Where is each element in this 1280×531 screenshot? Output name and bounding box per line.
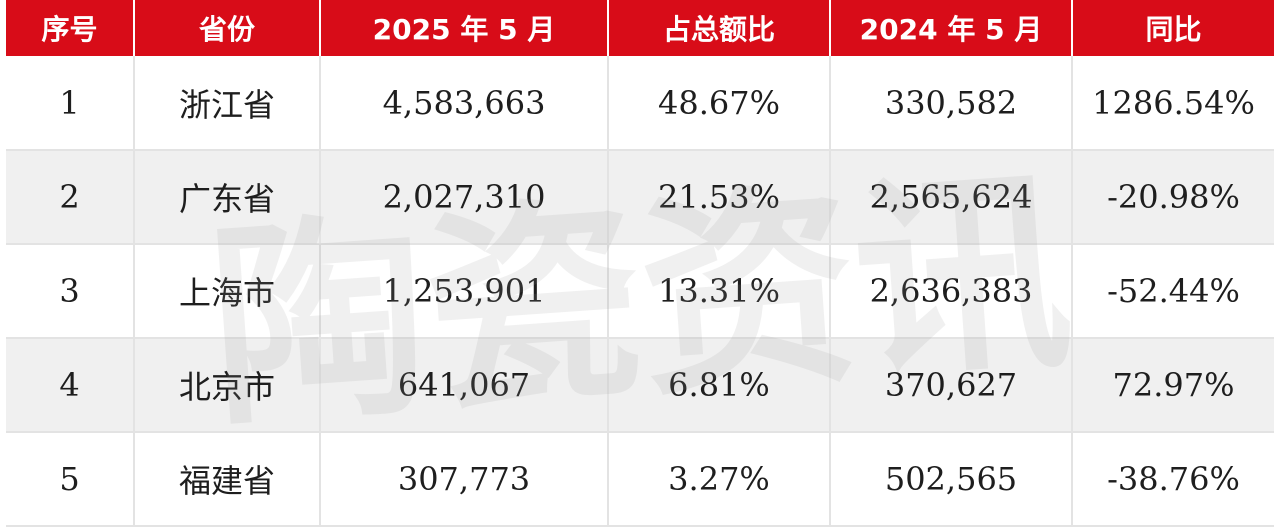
- cell-province: 上海市: [133, 244, 320, 339]
- cell-yoy: -38.76%: [1071, 432, 1274, 527]
- cell-rank: 3: [6, 244, 134, 339]
- cell-yoy: 1286.54%: [1071, 56, 1274, 151]
- cell-value-2024: 370,627: [829, 338, 1072, 433]
- cell-value-2025: 1,253,901: [319, 244, 608, 339]
- header-cell-yoy: 同比: [1071, 0, 1274, 56]
- cell-yoy: -52.44%: [1071, 244, 1274, 339]
- table-row: 5 福建省 307,773 3.27% 502,565 -38.76%: [6, 432, 1274, 527]
- header-cell-value-2024: 2024 年 5 月: [829, 0, 1072, 56]
- cell-value-2025: 4,583,663: [319, 56, 608, 151]
- cell-value-2024: 2,636,383: [829, 244, 1072, 339]
- cell-province: 广东省: [133, 150, 320, 245]
- cell-share: 48.67%: [607, 56, 830, 151]
- cell-yoy: 72.97%: [1071, 338, 1274, 433]
- cell-value-2025: 307,773: [319, 432, 608, 527]
- table-row: 2 广东省 2,027,310 21.53% 2,565,624 -20.98%: [6, 150, 1274, 245]
- cell-value-2025: 2,027,310: [319, 150, 608, 245]
- cell-share: 6.81%: [607, 338, 830, 433]
- cell-value-2025: 641,067: [319, 338, 608, 433]
- cell-rank: 4: [6, 338, 134, 433]
- header-cell-value-2025: 2025 年 5 月: [319, 0, 608, 56]
- header-row: 序号 省份 2025 年 5 月 占总额比 2024 年 5 月 同比: [6, 0, 1274, 56]
- cell-rank: 1: [6, 56, 134, 151]
- cell-province: 北京市: [133, 338, 320, 433]
- cell-province: 浙江省: [133, 56, 320, 151]
- header-cell-rank: 序号: [6, 0, 134, 56]
- cell-value-2024: 502,565: [829, 432, 1072, 527]
- cell-rank: 5: [6, 432, 134, 527]
- cell-share: 21.53%: [607, 150, 830, 245]
- data-table: 序号 省份 2025 年 5 月 占总额比 2024 年 5 月 同比 1 浙江…: [6, 0, 1274, 527]
- table-row: 4 北京市 641,067 6.81% 370,627 72.97%: [6, 338, 1274, 433]
- table-row: 1 浙江省 4,583,663 48.67% 330,582 1286.54%: [6, 56, 1274, 151]
- cell-share: 3.27%: [607, 432, 830, 527]
- cell-province: 福建省: [133, 432, 320, 527]
- cell-value-2024: 2,565,624: [829, 150, 1072, 245]
- cell-rank: 2: [6, 150, 134, 245]
- header-cell-province: 省份: [133, 0, 320, 56]
- table-row: 3 上海市 1,253,901 13.31% 2,636,383 -52.44%: [6, 244, 1274, 339]
- cell-share: 13.31%: [607, 244, 830, 339]
- header-cell-share: 占总额比: [607, 0, 830, 56]
- cell-yoy: -20.98%: [1071, 150, 1274, 245]
- cell-value-2024: 330,582: [829, 56, 1072, 151]
